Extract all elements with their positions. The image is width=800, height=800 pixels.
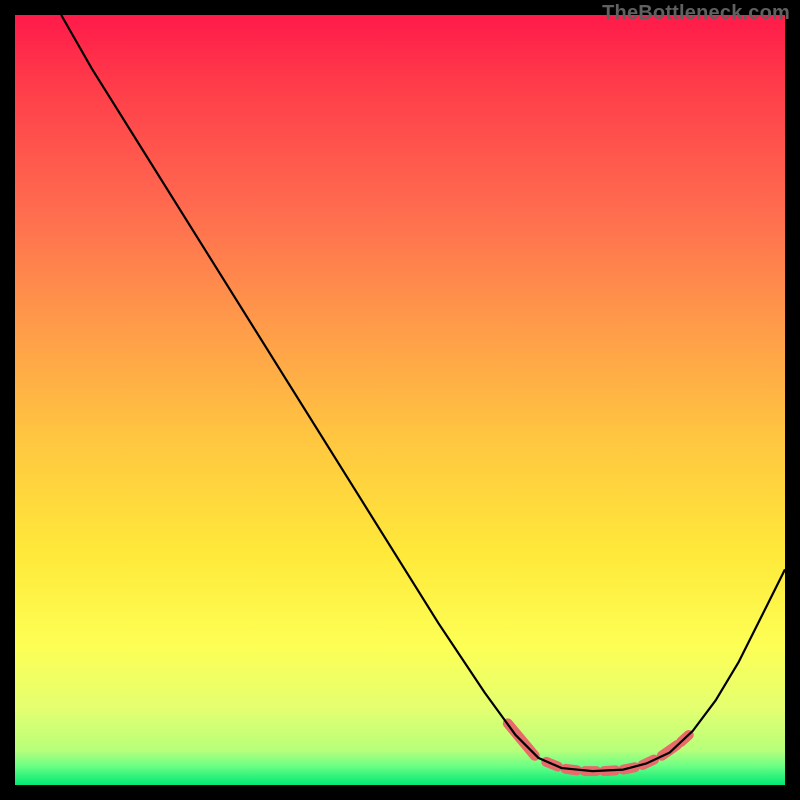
gradient-background bbox=[15, 15, 785, 785]
watermark-text: TheBottleneck.com bbox=[602, 2, 790, 25]
plot-area bbox=[15, 15, 785, 785]
chart-container: TheBottleneck.com bbox=[0, 0, 800, 800]
